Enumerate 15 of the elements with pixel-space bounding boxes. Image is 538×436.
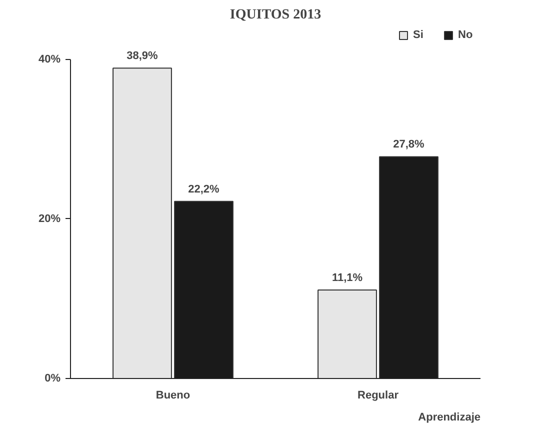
y-tick-label: 0% bbox=[44, 372, 61, 384]
y-tick-label: 40% bbox=[38, 53, 61, 66]
legend-label: No bbox=[458, 29, 474, 41]
data-label: 27,8% bbox=[393, 138, 425, 151]
data-label: 22,2% bbox=[188, 183, 220, 196]
x-tick-label: Regular bbox=[358, 390, 400, 402]
x-axis-title: Aprendizaje bbox=[418, 412, 481, 424]
data-label: 38,9% bbox=[126, 50, 158, 62]
chart-title: IQUITOS 2013 bbox=[230, 8, 322, 22]
x-tick-label: Bueno bbox=[156, 390, 190, 402]
data-label: 11,1% bbox=[332, 272, 363, 284]
bar bbox=[112, 68, 172, 378]
legend-label: Si bbox=[413, 29, 424, 41]
y-tick-label: 20% bbox=[38, 212, 61, 225]
bar bbox=[318, 289, 377, 378]
